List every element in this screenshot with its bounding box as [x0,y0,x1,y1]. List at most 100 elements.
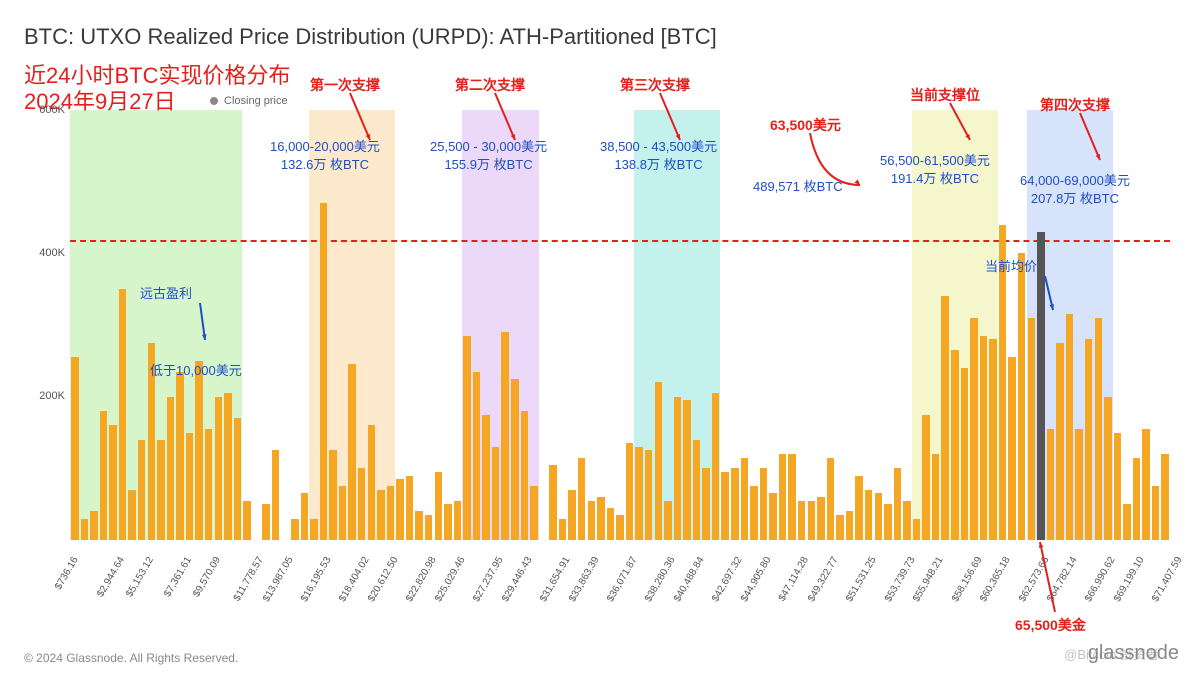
bar [951,350,959,540]
bar [1047,429,1055,540]
annotation-blue: 远古盈利 [140,285,192,303]
legend: Closing price [210,95,288,107]
bar [492,447,500,540]
bar [779,454,787,540]
bar [482,415,490,540]
x-tick-label: $16,195.53 [299,555,334,604]
bar [578,458,586,540]
x-tick-label: $5,153.12 [124,555,156,599]
bar [501,332,509,540]
bar [970,318,978,540]
bar [435,472,443,540]
arrow-red [1030,532,1065,622]
x-tick-label: $49,322.77 [806,555,841,604]
bar [81,519,89,541]
bar [846,511,854,540]
bar [712,393,720,540]
bar [186,433,194,541]
footer-brand: glassnode [1088,642,1179,665]
x-tick-label: $13,987.05 [261,555,296,604]
bar [128,490,136,540]
bar [138,440,146,540]
bar [645,450,653,540]
bar [760,468,768,540]
bar [1008,357,1016,540]
bar [607,508,615,540]
annotation-blue: 低于10,000美元 [150,362,242,380]
bar [884,504,892,540]
x-tick-label: $71,407.59 [1150,555,1185,604]
bar [530,486,538,540]
bar [626,443,634,540]
bar [903,501,911,540]
bar [932,454,940,540]
bar [1056,343,1064,540]
bar [693,440,701,540]
bar [368,425,376,540]
bar [272,450,280,540]
bar [396,479,404,540]
bar [167,397,175,540]
bar [377,490,385,540]
bar [234,418,242,540]
bar [980,336,988,540]
x-tick-label: $33,863.39 [567,555,602,604]
bar [721,472,729,540]
bar [1085,339,1093,540]
x-tick-label: $2,944.64 [96,555,128,599]
chart-area: 600K 400K 200K $736.16$2,944.64$5,153.12… [70,110,1170,540]
y-tick-200k: 200K [20,390,65,402]
bar [463,336,471,540]
bar [1133,458,1141,540]
bar [100,411,108,540]
bar [176,372,184,540]
x-tick-label: $40,488.84 [672,555,707,604]
bar [683,400,691,540]
bar [71,357,79,540]
legend-dot [210,97,218,105]
bar [425,515,433,540]
x-tick-label: $29,446.43 [500,555,535,604]
bar [291,519,299,541]
bar [1114,433,1122,541]
bar [568,490,576,540]
bar [913,519,921,541]
annotation-blue: 当前均价 [985,258,1037,276]
bar [894,468,902,540]
bar [798,501,806,540]
bar [1123,504,1131,540]
bar [827,458,835,540]
bar [922,415,930,540]
y-tick-400k: 400K [20,247,65,259]
bar [549,465,557,540]
annotation-blue: 489,571 枚BTC [753,178,843,196]
bar [320,203,328,540]
x-tick-label: $36,071.87 [605,555,640,604]
x-tick-label: $7,361.61 [162,555,194,599]
bar [702,468,710,540]
bar [329,450,337,540]
bar [473,372,481,540]
bar [616,515,624,540]
bar [817,497,825,540]
arrow-red [1070,103,1110,170]
bar [224,393,232,540]
bar [119,289,127,540]
annotation-blue: 56,500-61,500美元191.4万 枚BTC [880,152,990,187]
arrow-blue [190,293,215,350]
x-tick-label: $9,570.09 [191,555,223,599]
annotation-blue: 25,500 - 30,000美元155.9万 枚BTC [430,138,547,173]
bar [559,519,567,541]
chart-title: BTC: UTXO Realized Price Distribution (U… [24,24,717,50]
bar [444,504,452,540]
bar [808,501,816,540]
bar [1161,454,1169,540]
bar [415,511,423,540]
bar [243,501,251,540]
bar [1075,429,1083,540]
y-tick-600k: 600K [20,104,65,116]
annotation-blue: 64,000-69,000美元207.8万 枚BTC [1020,172,1130,207]
bar [262,504,270,540]
bar [358,468,366,540]
bar [855,476,863,541]
